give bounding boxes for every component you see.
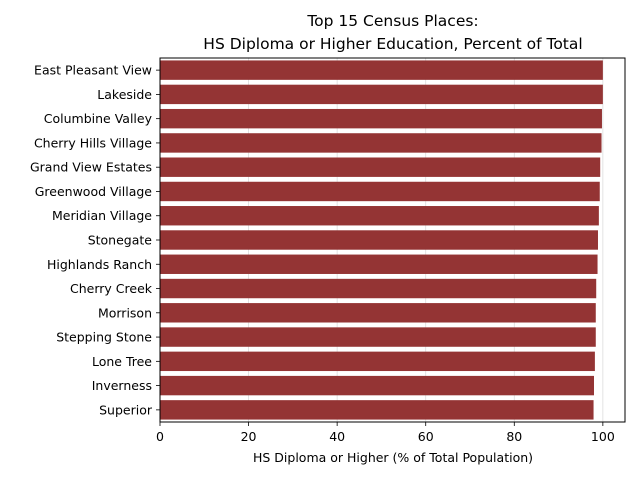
bar-2 (160, 84, 603, 105)
y-tick-label-1: East Pleasant View (34, 63, 152, 78)
y-tick-label-13: Lone Tree (92, 354, 152, 369)
bar-9 (160, 254, 598, 274)
bar-10 (160, 278, 597, 299)
x-tick-labels: 0 20 40 60 80 100 (156, 422, 615, 444)
bar-12 (160, 327, 596, 347)
y-tick-label-15: Superior (99, 402, 153, 417)
y-tick-label-5: Grand View Estates (30, 160, 152, 175)
bar-1 (160, 60, 603, 80)
bar-6 (160, 181, 600, 202)
bar-3 (160, 108, 602, 129)
x-tick-label-60: 60 (418, 429, 434, 444)
bar-7 (160, 206, 599, 226)
x-tick-label-80: 80 (506, 429, 522, 444)
y-tick-label-10: Cherry Creek (70, 281, 153, 296)
x-tick-label-0: 0 (156, 429, 164, 444)
x-tick-label-40: 40 (329, 429, 345, 444)
x-tick-label-20: 20 (241, 429, 257, 444)
bars-group (160, 60, 603, 420)
bar-8 (160, 230, 598, 250)
y-tick-label-14: Inverness (92, 378, 152, 393)
chart-title-line-1: Top 15 Census Places: (306, 12, 478, 30)
y-tick-label-4: Cherry Hills Village (34, 135, 152, 150)
plot-area-frame (159, 57, 626, 423)
y-tick-label-6: Greenwood Village (35, 184, 153, 199)
bar-4 (160, 133, 602, 153)
y-tick-label-12: Stepping Stone (56, 330, 152, 345)
x-axis-label: HS Diploma or Higher (% of Total Populat… (253, 450, 533, 465)
y-tick-label-2: Lakeside (97, 87, 152, 102)
chart-title-line-2: HS Diploma or Higher Education, Percent … (203, 35, 582, 53)
bar-13 (160, 351, 595, 372)
y-tick-labels: East Pleasant View Lakeside Columbine Vall… (30, 63, 160, 417)
y-tick-label-7: Meridian Village (52, 208, 152, 223)
y-tick-label-9: Highlands Ranch (47, 257, 152, 272)
bar-5 (160, 157, 601, 177)
bar-15 (160, 400, 594, 420)
bar-11 (160, 303, 596, 323)
bar-14 (160, 375, 594, 396)
y-tick-label-11: Morrison (98, 305, 152, 320)
y-tick-label-8: Stonegate (88, 233, 153, 248)
x-tick-label-100: 100 (591, 429, 615, 444)
y-tick-label-3: Columbine Valley (44, 111, 153, 126)
